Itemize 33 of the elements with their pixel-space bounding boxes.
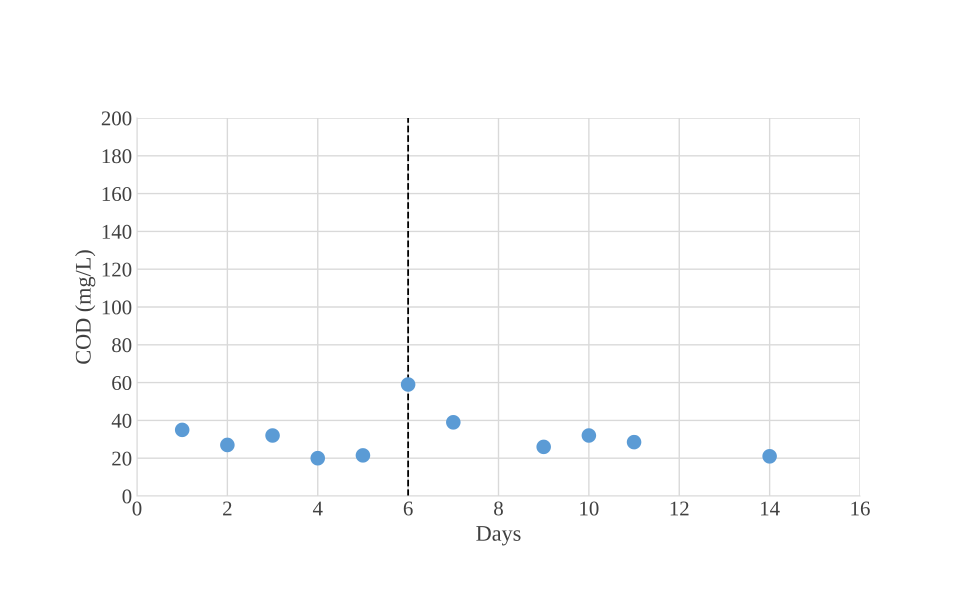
y-tick-label: 120: [102, 262, 132, 277]
x-tick-label: 6: [404, 502, 413, 516]
y-axis-title: COD (mg/L): [75, 250, 96, 364]
y-tick-label: 80: [112, 338, 132, 352]
y-tick-label: 160: [102, 186, 132, 202]
x-tick-label: 10: [580, 501, 598, 516]
x-tick-label: 4: [312, 502, 323, 516]
point: [356, 448, 370, 463]
y-tick-label: 140: [102, 224, 132, 239]
point: [174, 422, 190, 438]
x-tick-label: 12: [670, 502, 689, 516]
y-tick-label: 180: [102, 149, 132, 164]
x-tick-label: 0: [132, 501, 142, 516]
x-tick-label: 2: [223, 502, 232, 516]
y-tick-label: 0: [122, 489, 132, 504]
point: [446, 415, 461, 430]
y-tick-label: 60: [112, 376, 132, 390]
x-tick-label: 16: [851, 502, 870, 516]
y-tick-label: 200: [102, 111, 132, 126]
point: [310, 450, 326, 466]
x-tick-label: 8: [494, 501, 503, 516]
y-tick-label: 40: [112, 414, 132, 428]
point: [220, 438, 235, 452]
y-tick-label: 20: [112, 452, 132, 466]
x-axis-title: Days: [476, 526, 521, 546]
y-tick-label: 100: [102, 300, 132, 314]
point: [762, 449, 777, 464]
point: [400, 377, 416, 392]
point: [626, 434, 642, 450]
point: [582, 428, 596, 443]
point: [265, 428, 280, 443]
x-tick-label: 14: [761, 502, 780, 516]
point: [536, 440, 551, 454]
